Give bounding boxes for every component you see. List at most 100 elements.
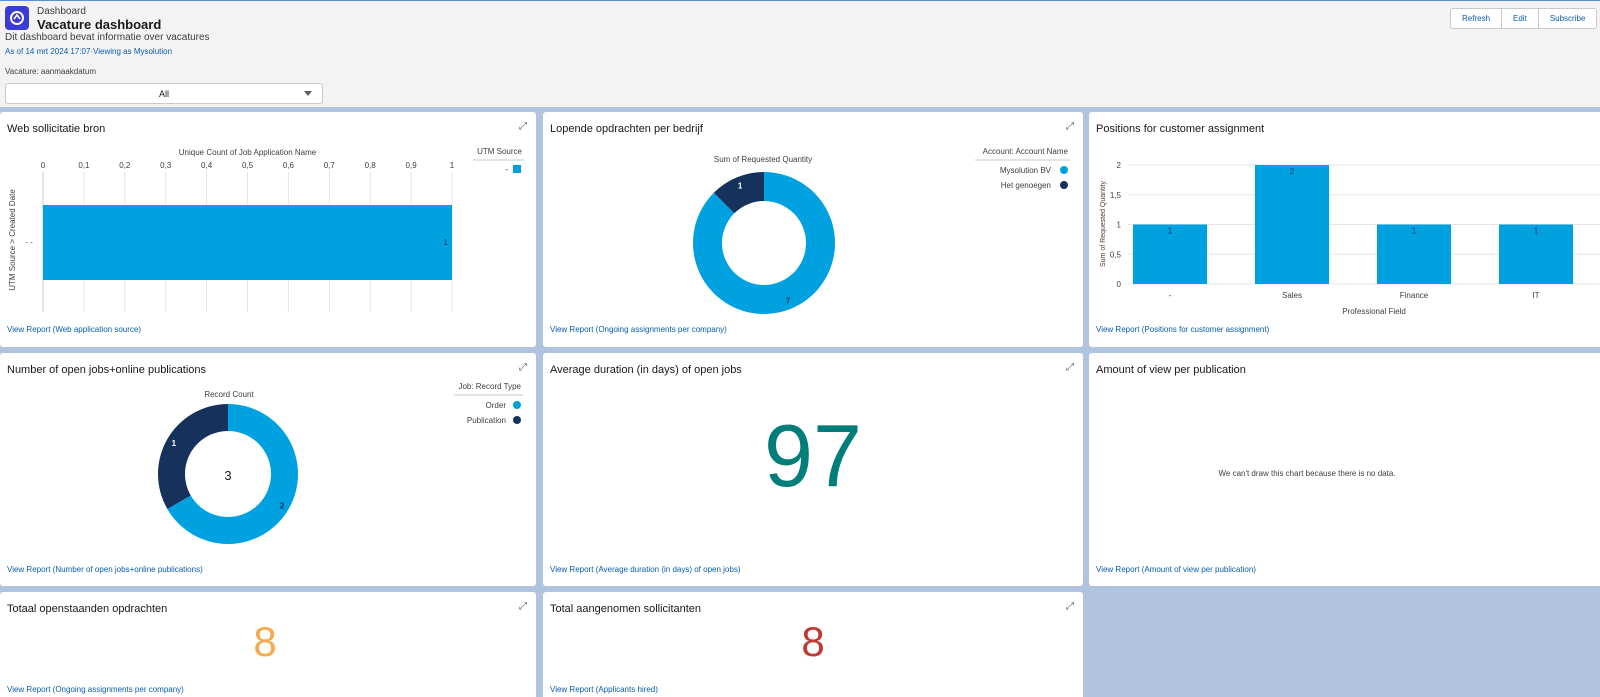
- applicants-hired-card: Total aangenomen sollicitanten ⤢ 8 View …: [543, 592, 1083, 697]
- metric-value: 97: [764, 406, 862, 505]
- legend-title: Job: Record Type: [458, 382, 521, 391]
- legend-swatch: [513, 165, 521, 173]
- y-tick-label: 1: [1117, 221, 1122, 230]
- bar-data-label: 1: [444, 238, 449, 247]
- expand-icon[interactable]: ⤢: [1066, 601, 1074, 612]
- slice-data-label: 7: [786, 297, 791, 306]
- card-title: Web sollicitatie bron: [7, 123, 106, 135]
- card-title: Number of open jobs+online publications: [7, 364, 207, 376]
- metric-value: 8: [801, 618, 825, 665]
- bar-data-label: 1: [1534, 227, 1539, 236]
- legend-swatch: [1060, 166, 1068, 174]
- view-report-link[interactable]: View Report (Web application source): [7, 325, 141, 334]
- x-tick-label: 0,2: [119, 161, 131, 170]
- slice-data-label: 1: [172, 439, 177, 448]
- legend-label: Publication: [467, 416, 506, 425]
- donut-slice: [157, 404, 228, 509]
- x-tick-label: 1: [450, 161, 455, 170]
- view-report-link[interactable]: View Report (Amount of view per publicat…: [1096, 565, 1256, 574]
- x-tick-label: 0,5: [242, 161, 254, 170]
- x-axis-title: Professional Field: [1342, 307, 1406, 316]
- legend-label: Het genoegen: [1001, 181, 1051, 190]
- positions-card: Positions for customer assignment 0 0,5 1 1…: [1089, 112, 1600, 347]
- filter-selected-value: All: [158, 88, 169, 99]
- donut-slice: [713, 172, 764, 214]
- refresh-button[interactable]: Refresh: [1451, 9, 1503, 28]
- x-tick-label: 0: [41, 161, 46, 170]
- view-report-link[interactable]: View Report (Applicants hired): [550, 685, 658, 694]
- bar: [1499, 224, 1573, 284]
- y-tick-label: 2: [1117, 161, 1122, 170]
- x-tick-label: 0,6: [283, 161, 295, 170]
- view-report-link[interactable]: View Report (Ongoing assignments per com…: [550, 325, 727, 334]
- header-button-group: Refresh Edit Subscribe: [1450, 8, 1598, 29]
- x-category-label: Finance: [1400, 291, 1429, 300]
- donut-slice: [167, 404, 298, 544]
- subscribe-button[interactable]: Subscribe: [1549, 14, 1586, 23]
- card-title: Total aangenomen sollicitanten: [550, 603, 702, 615]
- card-title: Average duration (in days) of open jobs: [550, 364, 742, 376]
- x-axis-title: Unique Count of Job Application Name: [179, 148, 317, 157]
- x-category-label: -: [1169, 291, 1172, 300]
- x-tick-label: 0,4: [201, 161, 213, 170]
- card-title: Amount of view per publication: [1096, 364, 1246, 376]
- legend-label: Mysolution BV: [1000, 166, 1052, 175]
- y-axis-title: Sum of Requested Quantity: [1100, 181, 1107, 267]
- views-card: Amount of view per publication We can't …: [1089, 353, 1600, 586]
- legend-swatch: [1060, 181, 1068, 189]
- expand-icon[interactable]: ⤢: [519, 121, 527, 132]
- donut-chart: Sum of Requested Quantity 7 1 Account: Acco…: [693, 147, 1070, 314]
- bar: [1255, 165, 1329, 284]
- bar: [1377, 224, 1451, 284]
- bar: [1133, 224, 1207, 284]
- view-report-link[interactable]: View Report (Number of open jobs+online …: [7, 565, 203, 574]
- edit-button[interactable]: Edit: [1502, 9, 1539, 28]
- x-tick-label: 0,8: [365, 161, 377, 170]
- total-open-assignments-card: Totaal openstaanden opdrachten ⤢ 8 View …: [0, 592, 536, 697]
- y-axis-title: UTM Source > Created Date: [8, 189, 17, 291]
- x-category-label: IT: [1532, 291, 1539, 300]
- web-source-card: Web sollicitatie bron ⤢ Unique Count of …: [0, 112, 536, 347]
- card-title: Totaal openstaanden opdrachten: [7, 603, 168, 615]
- x-tick-label: 0,3: [160, 161, 172, 170]
- expand-icon[interactable]: ⤢: [519, 601, 527, 612]
- x-tick-label: 0,7: [324, 161, 336, 170]
- legend-title: UTM Source: [477, 147, 522, 156]
- x-category-label: Sales: [1282, 291, 1302, 300]
- horizontal-bar-chart: Unique Count of Job Application Name 0 0,1…: [8, 147, 524, 312]
- expand-icon[interactable]: ⤢: [1066, 121, 1074, 132]
- x-tick-label: 0,9: [406, 161, 418, 170]
- open-jobs-card: Number of open jobs+online publications …: [0, 353, 536, 586]
- date-filter-select[interactable]: All: [5, 83, 323, 104]
- view-report-link[interactable]: View Report (Ongoing assignments per com…: [7, 685, 184, 694]
- dashboard-app-icon: [5, 6, 29, 30]
- view-report-link[interactable]: View Report (Positions for customer assi…: [1096, 325, 1270, 334]
- view-report-link[interactable]: View Report (Average duration (in days) …: [550, 565, 741, 574]
- y-tick-label: 0: [1117, 280, 1122, 289]
- legend-label: -: [505, 165, 508, 174]
- slice-data-label: 1: [738, 181, 743, 190]
- legend-swatch: [513, 416, 521, 424]
- metric-value: 8: [253, 618, 277, 665]
- object-type-label: Dashboard: [37, 6, 86, 17]
- bar-data-label: 1: [1412, 227, 1417, 236]
- card-title: Lopende opdrachten per bedrijf: [550, 123, 703, 135]
- donut-slice: [693, 172, 835, 314]
- chart-title: Sum of Requested Quantity: [714, 155, 812, 164]
- bar-data-label: 2: [1290, 167, 1295, 176]
- legend-swatch: [513, 401, 521, 409]
- x-tick-label: 0,1: [78, 161, 90, 170]
- expand-icon[interactable]: ⤢: [1066, 362, 1074, 373]
- donut-center-total: 3: [224, 468, 231, 483]
- avg-duration-card: Average duration (in days) of open jobs …: [543, 353, 1083, 586]
- slice-data-label: 2: [280, 501, 285, 510]
- filter-label: Vacature: aanmaakdatum: [5, 67, 97, 76]
- ongoing-assignments-card: Lopende opdrachten per bedrijf ⤢ Sum of …: [543, 112, 1083, 347]
- no-data-message: We can't draw this chart because there i…: [1218, 469, 1396, 478]
- as-of-timestamp: As of 14 mrt 2024 17:07·Viewing as Mysol…: [5, 47, 173, 56]
- expand-icon[interactable]: ⤢: [519, 362, 527, 373]
- legend-label: Order: [486, 401, 507, 410]
- card-title: Positions for customer assignment: [1096, 123, 1265, 135]
- y-tick-label: 0,5: [1110, 250, 1122, 259]
- chart-title: Record Count: [204, 390, 254, 399]
